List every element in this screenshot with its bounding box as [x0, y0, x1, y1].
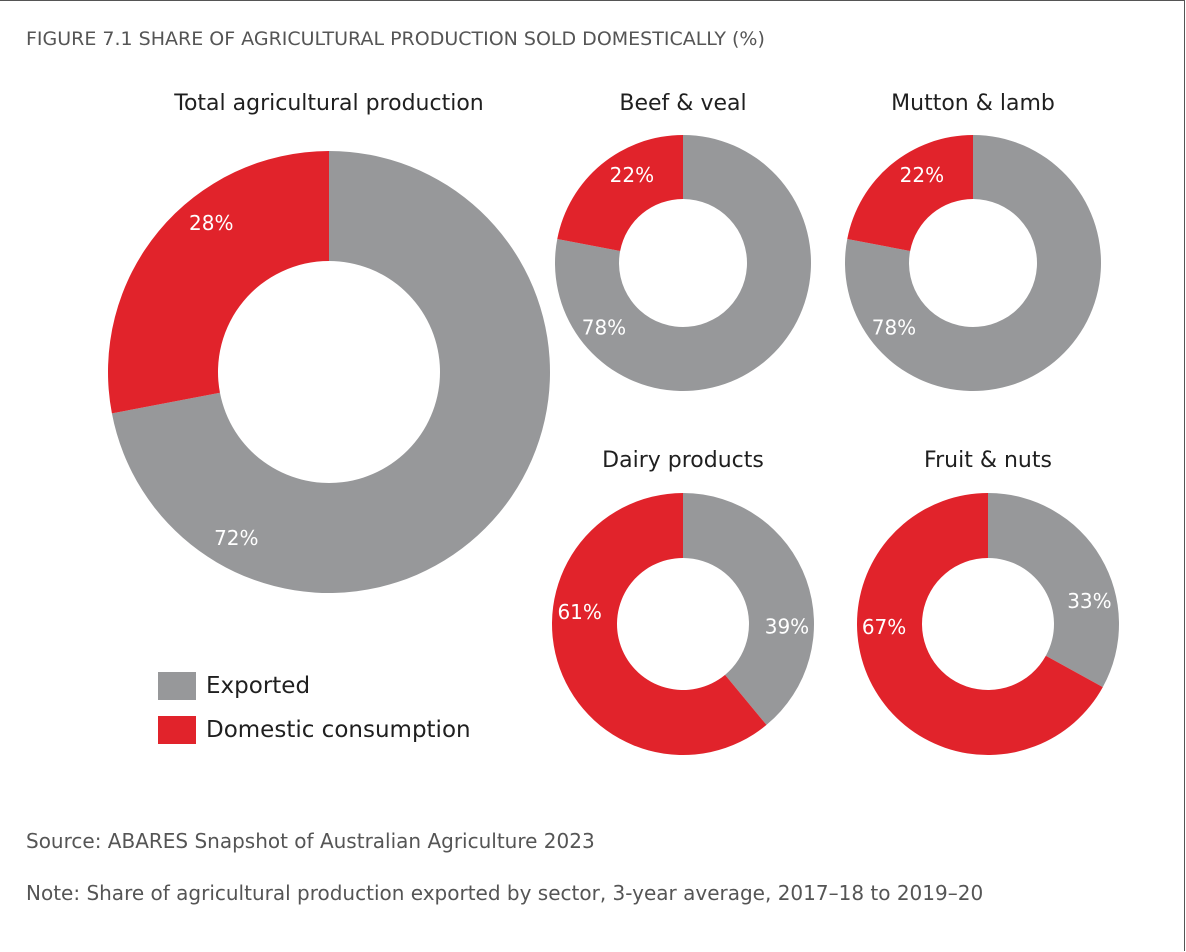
pct-label-domestic-consumption: 67% — [862, 615, 906, 639]
slice-domestic-consumption — [107, 151, 329, 414]
legend-label-exported: Exported — [206, 673, 311, 699]
footnote: Note: Share of agricultural production e… — [26, 881, 984, 905]
donut-mutton-lamb: Mutton & lamb 78% 22% — [844, 91, 1101, 391]
slice-exported — [683, 493, 815, 725]
pct-label-domestic-consumption: 28% — [189, 211, 233, 235]
slice-domestic-consumption — [856, 493, 1103, 756]
pct-label-exported: 78% — [582, 315, 626, 339]
donut-beef-veal: Beef & veal 78% 22% — [554, 91, 811, 391]
slice-exported — [554, 135, 811, 391]
slice-domestic-consumption — [552, 492, 767, 755]
chart-title: Total agricultural production — [173, 91, 483, 116]
slice-exported — [111, 151, 550, 594]
donut-dairy-products: Dairy products 39% 61% — [552, 448, 815, 755]
chart-title: Mutton & lamb — [891, 91, 1055, 116]
legend-item-domestic: Domestic consumption — [158, 708, 471, 752]
pct-label-exported: 33% — [1067, 589, 1111, 613]
pct-label-exported: 72% — [214, 526, 258, 550]
figure-title: FIGURE 7.1 SHARE OF AGRICULTURAL PRODUCT… — [26, 28, 765, 50]
pct-label-exported: 39% — [765, 614, 809, 638]
donut-fruit-nuts: Fruit & nuts 33% 67% — [856, 448, 1119, 756]
pct-label-exported: 78% — [872, 315, 916, 339]
chart-title: Dairy products — [602, 448, 764, 473]
legend-swatch-exported — [158, 672, 196, 700]
slice-domestic-consumption — [557, 135, 683, 252]
donut-total-agricultural-production: Total agricultural production 72% 28% — [107, 91, 550, 594]
source-note: Source: ABARES Snapshot of Australian Ag… — [26, 829, 595, 853]
slice-exported — [844, 135, 1101, 391]
legend-label-domestic: Domestic consumption — [206, 717, 471, 743]
pct-label-domestic-consumption: 22% — [900, 163, 944, 187]
chart-title: Fruit & nuts — [924, 448, 1052, 473]
legend: Exported Domestic consumption — [158, 664, 471, 752]
legend-item-exported: Exported — [158, 664, 471, 708]
legend-swatch-domestic — [158, 716, 196, 744]
pct-label-domestic-consumption: 22% — [610, 163, 654, 187]
slice-exported — [988, 493, 1119, 688]
slice-domestic-consumption — [847, 135, 973, 252]
chart-title: Beef & veal — [619, 91, 746, 116]
pct-label-domestic-consumption: 61% — [557, 600, 601, 624]
